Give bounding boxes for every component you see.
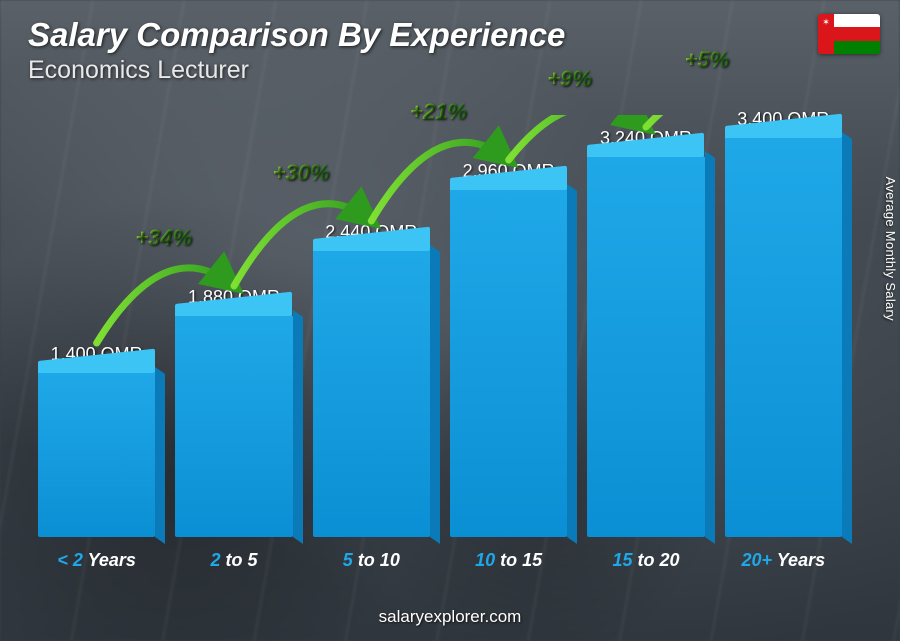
x-axis-label: 10 to 15	[450, 550, 567, 571]
bar-slot: 3,400 OMR	[725, 109, 842, 537]
x-axis-label: 5 to 10	[313, 550, 430, 571]
percent-increase-label: +30%	[273, 160, 330, 186]
title-block: Salary Comparison By Experience Economic…	[28, 16, 565, 85]
x-axis-label: < 2 Years	[38, 550, 155, 571]
chart-subtitle: Economics Lecturer	[28, 56, 565, 85]
source-footer: salaryexplorer.com	[0, 607, 900, 627]
bar	[450, 190, 567, 537]
oman-flag-icon: ✶	[818, 14, 880, 54]
bar-slot: 1,880 OMR	[175, 287, 292, 537]
chart-title: Salary Comparison By Experience	[28, 16, 565, 54]
bar-slot: 1,400 OMR	[38, 344, 155, 537]
percent-increase-label: +34%	[135, 225, 192, 251]
bar	[175, 316, 292, 537]
bar-slot: 3,240 OMR	[587, 128, 704, 537]
percent-increase-label: +9%	[547, 66, 592, 92]
bar-slot: 2,960 OMR	[450, 161, 567, 537]
chart-area: 1,400 OMR 1,880 OMR 2,440 OMR 2,960 OMR …	[38, 115, 842, 571]
bar-slot: 2,440 OMR	[313, 222, 430, 537]
bar	[725, 138, 842, 537]
x-axis-label: 20+ Years	[725, 550, 842, 571]
percent-increase-label: +21%	[410, 99, 467, 125]
x-axis-label: 15 to 20	[587, 550, 704, 571]
x-axis-label: 2 to 5	[175, 550, 292, 571]
bar	[313, 251, 430, 537]
percent-increase-label: +5%	[685, 47, 730, 73]
bar	[38, 373, 155, 537]
bar	[587, 157, 704, 537]
y-axis-label: Average Monthly Salary	[883, 176, 898, 320]
